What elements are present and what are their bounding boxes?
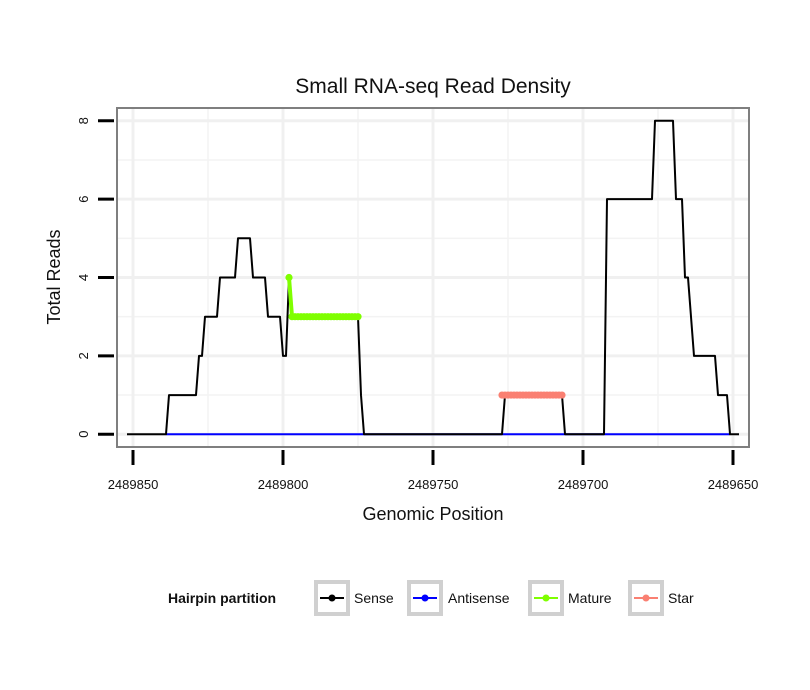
y-tick-label: 6 xyxy=(76,195,91,202)
series-mature-point xyxy=(354,313,362,321)
legend-label-mature: Mature xyxy=(568,590,612,606)
y-tick-label: 0 xyxy=(76,431,91,438)
legend-label-star: Star xyxy=(668,590,694,606)
legend: Hairpin partition Sense Antisense Mature St… xyxy=(168,580,694,616)
series-sense-line xyxy=(127,119,739,436)
series-layer xyxy=(127,119,739,436)
legend-point-mature xyxy=(542,594,550,602)
series-mature-point xyxy=(285,273,293,282)
y-tick-label: 8 xyxy=(76,117,91,124)
y-axis: 0 2 4 6 8 xyxy=(76,117,114,438)
y-tick-label: 4 xyxy=(76,274,91,281)
x-tick-label: 2489750 xyxy=(408,477,459,492)
x-axis-label: Genomic Position xyxy=(362,504,503,524)
x-tick-label: 2489850 xyxy=(108,477,159,492)
legend-point-star xyxy=(642,594,650,602)
series-star-point xyxy=(558,391,566,399)
legend-point-sense xyxy=(328,594,336,602)
y-axis-label: Total Reads xyxy=(44,229,64,324)
chart-title: Small RNA-seq Read Density xyxy=(295,75,571,98)
legend-label-antisense: Antisense xyxy=(448,590,510,606)
legend-point-antisense xyxy=(421,594,429,602)
y-tick-label: 2 xyxy=(76,352,91,359)
x-tick-label: 2489800 xyxy=(258,477,309,492)
legend-title: Hairpin partition xyxy=(168,590,276,606)
legend-label-sense: Sense xyxy=(354,590,394,606)
x-tick-label: 2489700 xyxy=(558,477,609,492)
x-axis: 2489850 2489800 2489750 2489700 2489650 xyxy=(108,450,759,492)
x-tick-label: 2489650 xyxy=(708,477,759,492)
